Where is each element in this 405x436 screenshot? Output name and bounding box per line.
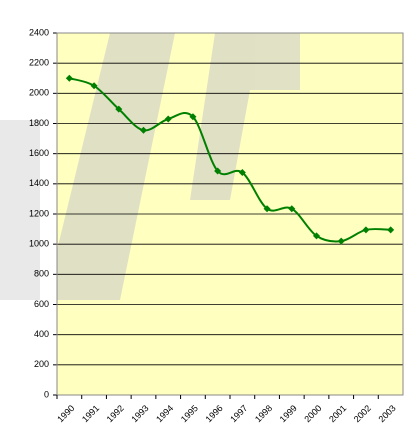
x-tick-label: 1999: [278, 403, 299, 424]
x-tick-label: 1992: [105, 403, 126, 424]
marker: [288, 205, 296, 213]
x-tick-label: 2000: [302, 403, 323, 424]
y-tick-label: 400: [34, 329, 49, 339]
x-tick-label: 1990: [55, 403, 76, 424]
x-tick-label: 2001: [327, 403, 348, 424]
marker: [189, 113, 197, 121]
y-tick-label: 1200: [29, 208, 49, 218]
y-tick-label: 1000: [29, 239, 49, 249]
x-tick-label: 2002: [352, 403, 373, 424]
marker: [65, 74, 73, 82]
y-tick-label: 2200: [29, 58, 49, 68]
marker: [164, 115, 172, 123]
marker: [238, 169, 246, 177]
marker: [337, 237, 345, 245]
y-tick-label: 0: [44, 389, 49, 399]
x-tick-label: 1995: [179, 403, 200, 424]
x-tick-label: 1996: [204, 403, 225, 424]
marker: [115, 105, 123, 113]
x-tick-label: 1998: [253, 403, 274, 424]
marker: [387, 226, 395, 234]
marker: [214, 167, 222, 175]
marker: [263, 205, 271, 213]
y-tick-label: 2000: [29, 88, 49, 98]
x-tick-label: 1997: [228, 403, 249, 424]
x-tick-label: 1991: [80, 403, 101, 424]
y-tick-label: 1400: [29, 178, 49, 188]
marker: [362, 226, 370, 234]
y-tick-label: 1600: [29, 148, 49, 158]
x-tick-label: 2003: [377, 403, 398, 424]
y-tick-label: 2400: [29, 27, 49, 37]
x-tick-label: 1993: [129, 403, 150, 424]
y-tick-label: 200: [34, 359, 49, 369]
y-tick-label: 600: [34, 299, 49, 309]
watermark: [0, 33, 300, 300]
y-tick-label: 1800: [29, 118, 49, 128]
marker: [90, 82, 98, 90]
x-tick-label: 1994: [154, 403, 175, 424]
marker: [313, 232, 320, 240]
y-tick-label: 800: [34, 269, 49, 279]
marker: [140, 126, 147, 134]
